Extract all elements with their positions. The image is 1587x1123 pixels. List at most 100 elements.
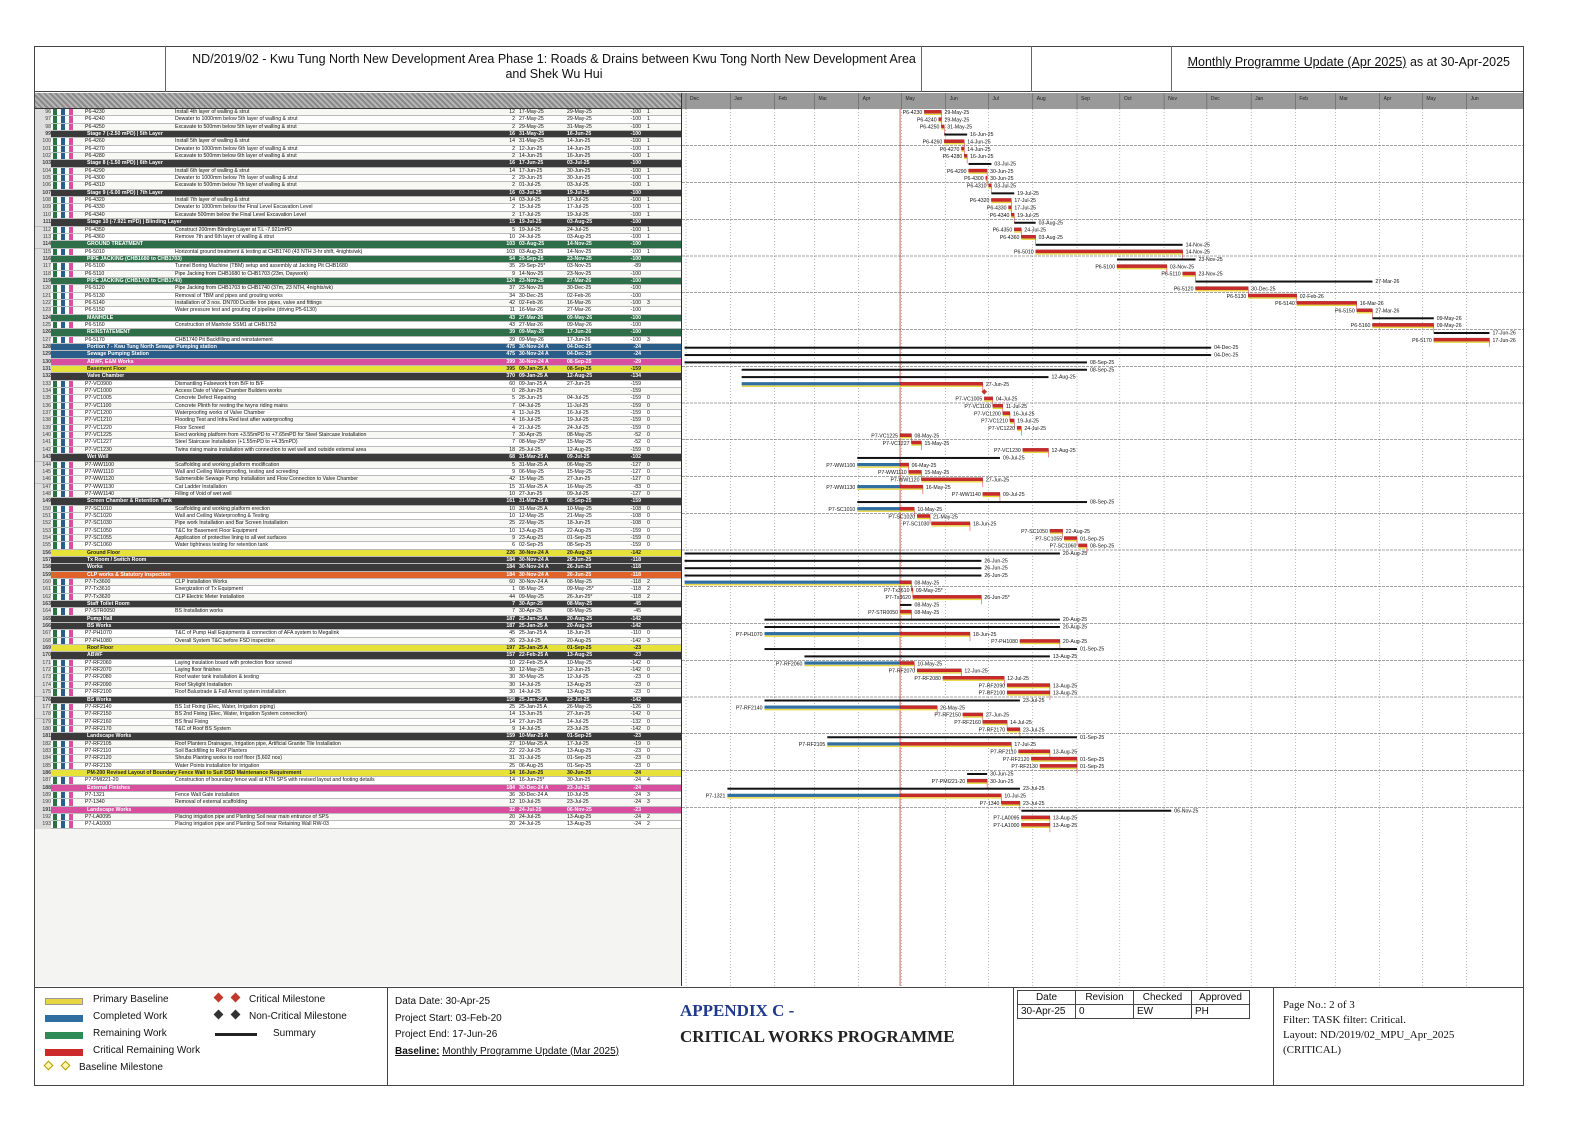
table-row[interactable]: 100 P6-4260 Install 5th layer of walling &… xyxy=(35,138,681,146)
table-row[interactable]: 105 P6-4300 Dewater to 1000mm below 7th la… xyxy=(35,175,681,183)
table-row[interactable]: 147 P7-WW1130 Cat Ladder Installation 15 31-… xyxy=(35,483,681,491)
group-row[interactable]: 149 Screen Chamber & Retention Tank 161 31-… xyxy=(35,498,681,506)
table-row[interactable]: 155 P7-SC1060 Water tightness testing for … xyxy=(35,542,681,550)
table-row[interactable]: 136 P7-VC1100 Concrete Plinth for resting … xyxy=(35,402,681,411)
table-row[interactable]: 118 P6-5110 Pipe Jacking from CHB1680 to C… xyxy=(35,270,681,278)
table-row[interactable]: 160 P7-Tx3600 CLP Installation Works 60 30-N… xyxy=(35,579,681,587)
group-row[interactable]: 158 Works 184 30-Nov-24 A 26-Jun-25 -118 xyxy=(35,564,681,572)
table-row[interactable]: 193 P7-LA1000 Placing irrigation pipe and … xyxy=(35,821,681,829)
group-row[interactable]: 191 Landscape Works 32 24-Jul-25 06-Nov-25 -2… xyxy=(35,806,681,814)
table-row[interactable]: 171 P7-RF2060 Laying insulation board with… xyxy=(35,659,681,668)
group-row[interactable]: 181 Landscape Works 159 10-Mar-25 A 01-Sep-2… xyxy=(35,733,681,741)
group-row[interactable]: 99 Stage 7 (-2.50 mPD) | 5th Layer 16 31-Ma… xyxy=(35,131,681,139)
table-row[interactable]: 123 P6-5150 Water pressure test and grouti… xyxy=(35,307,681,315)
table-row[interactable]: 117 P6-5100 Tunnel Boring Machine (TBM) se… xyxy=(35,263,681,271)
table-row[interactable]: 153 P7-SC1050 T&C for Basement Floor Equip… xyxy=(35,527,681,535)
table-row[interactable]: 161 P7-Tx3610 Energization of Tx Equipment… xyxy=(35,586,681,594)
group-row[interactable]: 114 GROUND TREATMENT 103 03-Aug-25 14-Nov-25… xyxy=(35,241,681,249)
table-row[interactable]: 110 P6-4340 Excavate 500mm below the Final… xyxy=(35,211,681,220)
table-row[interactable]: 96 P6-4230 Install 4th layer of walling & … xyxy=(35,109,681,117)
table-row[interactable]: 167 P7-PH1070 T&C of Pump Hall Equipments … xyxy=(35,630,681,638)
group-row[interactable]: 130 ABWF, E&M Works 399 30-Nov-24 A 08-Sep-2… xyxy=(35,358,681,367)
group-row[interactable]: 143 Wet Well 68 31-Mar-25 A 09-Jul-25 -102 xyxy=(35,454,681,462)
table-row[interactable]: 97 P6-4240 Dewater to 1000mm below 5th lay… xyxy=(35,116,681,124)
table-row[interactable]: 151 P7-SC1020 Wall and Ceiling Waterproofi… xyxy=(35,512,681,521)
table-row[interactable]: 104 P6-4290 Install 6th layer of walling &… xyxy=(35,167,681,176)
group-row[interactable]: 165 Pump Hall 187 25-Jan-25 A 20-Aug-25 -142 xyxy=(35,615,681,624)
table-row[interactable]: 185 P7-RF2130 Water Points installation fo… xyxy=(35,762,681,770)
table-row[interactable]: 175 P7-RF2100 Roof Balustrade & Fall Arres… xyxy=(35,689,681,697)
table-row[interactable]: 125 P6-5160 Construction of Manhole SSM1 a… xyxy=(35,321,681,330)
table-row[interactable]: 115 P6-5010 Horizontal ground treatment & … xyxy=(35,248,681,256)
table-row[interactable]: 139 P7-VC1220 Floor Screed 4 21-Jul-25 24-Jul… xyxy=(35,424,681,433)
table-row[interactable]: 189 P7-1321 Fence Wall Gate installation 36… xyxy=(35,791,681,800)
table-row[interactable]: 177 P7-RF2140 BS 1st Fixing (Elec, Water, … xyxy=(35,703,681,712)
group-row[interactable]: 126 REINSTATEMENT 39 09-May-26 17-Jun-26 -100 xyxy=(35,329,681,337)
table-row[interactable]: 179 P7-RF2160 BS final Fixing 14 27-Jun-25 14… xyxy=(35,718,681,726)
table-row[interactable]: 144 P7-WW1100 Scaffolding and working plat… xyxy=(35,461,681,469)
table-row[interactable]: 190 P7-1340 Removal of external scaffoldin… xyxy=(35,799,681,807)
group-row[interactable]: 186 PM-200 Revised Layout of Boundary Fen… xyxy=(35,769,681,778)
group-row[interactable]: 169 Roof Floor 197 25-Jan-25 A 01-Sep-25 -23 xyxy=(35,645,681,653)
table-row[interactable]: 98 P6-4250 Excavate to 500mm below 5th lay… xyxy=(35,123,681,132)
table-row[interactable]: 135 P7-VC1005 Concrete Defect Repairing 5 28… xyxy=(35,395,681,403)
table-row[interactable]: 187 P7-PMI221-20 Construction of boundary … xyxy=(35,777,681,785)
table-row[interactable]: 152 P7-SC1030 Pipe work Installation and B… xyxy=(35,520,681,528)
group-row[interactable]: 157 Tx Room / Switch Room 184 30-Nov-24 A 26… xyxy=(35,556,681,565)
group-row[interactable]: 116 PIPE JACKING (CHB1680 to CHB1703) 54 29… xyxy=(35,255,681,264)
table-row[interactable]: 120 P6-5120 Pipe Jacking from CHB1703 to C… xyxy=(35,285,681,293)
table-row[interactable]: 134 P7-VC1000 Access Date of Valve Chamber… xyxy=(35,388,681,396)
table-row[interactable]: 154 P7-SC1055 Application of protective li… xyxy=(35,534,681,543)
table-row[interactable]: 174 P7-RF2090 Roof Skylight Installation 30… xyxy=(35,681,681,690)
table-row[interactable]: 140 P7-VC1225 Erect working platform from … xyxy=(35,432,681,440)
group-row[interactable]: 132 Valve Chamber 370 09-Jan-25 A 12-Aug-25 -… xyxy=(35,373,681,381)
table-row[interactable]: 148 P7-WW1140 Filling of Void of wet well 1… xyxy=(35,490,681,499)
group-row[interactable]: 128 Portion 7 - Kwu Tung North Sewage Pum… xyxy=(35,344,681,352)
table-row[interactable]: 142 P7-VC1230 Twins rising mains installat… xyxy=(35,446,681,455)
group-row[interactable]: 124 MANHOLE 43 27-Mar-26 09-May-26 -100 xyxy=(35,314,681,322)
group-row[interactable]: 119 PIPE JACKING (CHB1703 to CHB1740) 124 2… xyxy=(35,277,681,286)
table-row[interactable]: 112 P6-4350 Construct 200mm Blinding Layer… xyxy=(35,226,681,234)
table-row[interactable]: 108 P6-4320 Install 7th layer of walling &… xyxy=(35,197,681,205)
group-row[interactable]: 129 Sewage Pumping Station 475 30-Nov-24 A 0… xyxy=(35,351,681,359)
table-row[interactable]: 102 P6-4280 Excavate to 500mm below 6th la… xyxy=(35,153,681,161)
table-row[interactable]: 164 P7-STR0050 BS Installation works 7 30-Ap… xyxy=(35,608,681,616)
table-row[interactable]: 180 P7-RF2170 T&C of Roof BS System 9 14-Jul… xyxy=(35,725,681,734)
table-row[interactable]: 145 P7-WW1110 Wall and Ceiling Waterproofi… xyxy=(35,468,681,477)
table-row[interactable]: 127 P6-5170 CHB1740 Pit Backfilling and re… xyxy=(35,336,681,344)
table-row[interactable]: 106 P6-4310 Excavate to 500mm below 7th la… xyxy=(35,182,681,190)
table-row[interactable]: 150 P7-SC1010 Scaffolding and working plat… xyxy=(35,505,681,513)
table-row[interactable]: 138 P7-VC1210 Flooding Test and Infra Red … xyxy=(35,417,681,425)
timescale-month-label: May xyxy=(1426,96,1436,102)
table-row[interactable]: 137 P7-VC1200 Waterproofing works of Valve… xyxy=(35,410,681,418)
table-row[interactable]: 109 P6-4330 Dewater to 1000mm below the Fi… xyxy=(35,204,681,212)
table-row[interactable]: 192 P7-LA0095 Placing irrigation pipe and … xyxy=(35,814,681,822)
group-row[interactable]: 170 ABWF 157 22-Feb-25 A 13-Aug-25 -23 xyxy=(35,652,681,660)
group-row[interactable]: 107 Stage 9 (-6.00 mPD) | 7th Layer 16 03-J… xyxy=(35,189,681,198)
table-row[interactable]: 172 P7-RF2070 Laying floor finishes 30 12-Ma… xyxy=(35,667,681,675)
table-row[interactable]: 178 P7-RF2150 BS 2nd Fixing (Elec, Water, … xyxy=(35,711,681,719)
table-row[interactable]: 162 P7-Tx3620 CLP Electric Meter Installat… xyxy=(35,593,681,602)
table-row[interactable]: 141 P7-VC1227 Steel Staircase Installation… xyxy=(35,439,681,447)
table-row[interactable]: 182 P7-RF2105 Roof Planters Drainages, Irr… xyxy=(35,740,681,748)
group-row[interactable]: 103 Stage 8 (-1.50 mPD) | 6th Layer 16 17-J… xyxy=(35,160,681,168)
table-row[interactable]: 101 P6-4270 Dewater to 1000mm below 6th la… xyxy=(35,145,681,154)
table-row[interactable]: 173 P7-RF2080 Roof water tank installation… xyxy=(35,674,681,682)
table-row[interactable]: 183 P7-RF2110 Soil Backfilling to Roof Pla… xyxy=(35,747,681,756)
group-row[interactable]: 176 BS Works 158 25-Jan-25 A 23-Jul-25 -142 xyxy=(35,696,681,704)
table-row[interactable]: 168 P7-PH1080 Overall System T&C before FS… xyxy=(35,637,681,646)
group-row[interactable]: 111 Stage 10 (-7.921 mPD) | Blinding Laye… xyxy=(35,219,681,227)
group-row[interactable]: 166 BS Works 187 25-Jan-25 A 20-Aug-25 -142 xyxy=(35,623,681,631)
table-row[interactable]: 121 P6-5130 Removal of TBM and pipes and g… xyxy=(35,292,681,300)
group-row[interactable]: 188 External Finishes 184 30-Dec-24 A 23-Jul… xyxy=(35,784,681,792)
table-row[interactable]: 133 P7-VC0900 Dismantling Falsework from B… xyxy=(35,380,681,389)
table-row[interactable]: 113 P6-4360 Remove 7th and 6th layer of wa… xyxy=(35,233,681,242)
table-row[interactable]: 146 P7-WW1120 Submersible Sewage Pump Inst… xyxy=(35,476,681,484)
group-row[interactable]: 159 CLP works & Statutory Inspection 184 30… xyxy=(35,571,681,579)
group-row[interactable]: 163 Staff Toilet Room 7 30-Apr-25 08-May-25 -… xyxy=(35,601,681,609)
group-row[interactable]: 131 Basement Floor 395 09-Jan-25 A 08-Sep-25… xyxy=(35,366,681,374)
group-row[interactable]: 156 Ground Floor 226 30-Nov-24 A 20-Aug-25 -1… xyxy=(35,549,681,557)
table-row[interactable]: 122 P6-5140 Installation of 3 nos. DN700 D… xyxy=(35,299,681,308)
cell-name: Excavate to 500mm below 5th layer of wal… xyxy=(175,123,297,130)
table-row[interactable]: 184 P7-RF2120 Shrubs Planting works to roo… xyxy=(35,755,681,763)
